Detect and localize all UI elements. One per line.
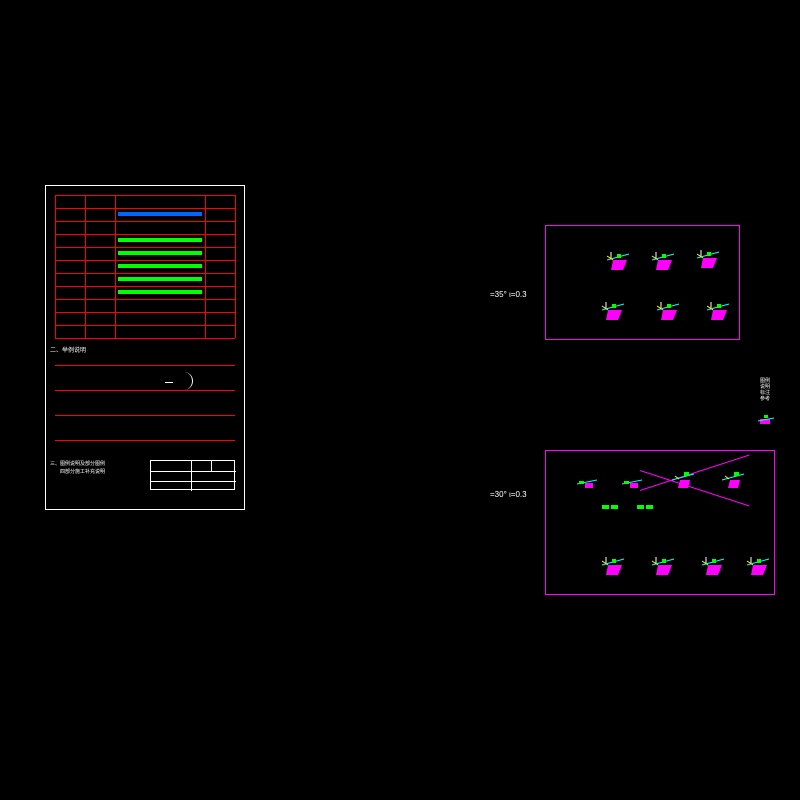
section-symbol [575,475,603,498]
table-row-line [55,338,235,339]
lower-red-line [55,365,235,366]
table-bar [118,264,202,268]
lower-red-line [55,440,235,441]
section-symbol [650,555,680,584]
section-symbol [695,248,725,277]
table-col-line [55,195,56,338]
section-symbol [655,300,685,329]
section-symbol [745,555,775,584]
lower-red-line [55,390,235,391]
table-col-line [115,195,116,338]
legend-block: 图例 说明 标注 参考 [760,378,770,402]
mini-symbol [758,413,776,432]
table-row-line [55,312,235,313]
table-col-line [235,195,236,338]
table-col-line [85,195,86,338]
section-symbol [700,555,730,584]
arc-symbol [175,372,193,390]
section-symbol [600,555,630,584]
arc-tick [165,382,173,383]
table-bar [118,212,202,216]
table-bar [118,277,202,281]
table-row-line [55,299,235,300]
table-row-line [55,325,235,326]
panel-bot-label: =30° ι=0.3 [490,490,527,499]
section-symbol [605,250,635,279]
table-row-line [55,221,235,222]
table-row-line [55,208,235,209]
table-row-line [55,286,235,287]
title-block [150,460,235,490]
table-row-line [55,260,235,261]
table-bar [118,290,202,294]
section-symbol [600,300,630,329]
section-symbol [670,470,700,497]
section-symbol [705,300,735,329]
table-row-line [55,247,235,248]
note-label-2: 三、图例说明及部分图例 [50,460,105,467]
section-symbol [600,500,620,518]
panel-top-label: =35° ι=0.3 [490,290,527,299]
section-symbol [650,250,680,279]
table-row-line [55,234,235,235]
table-row-line [55,195,235,196]
lower-red-line [55,415,235,416]
section-symbol [620,475,648,498]
table-bar [118,238,202,242]
note-label-1: 二、举例说明 [50,345,86,354]
table-row-line [55,273,235,274]
table-col-line [205,195,206,338]
note-label-3: 四部分施工补充说明 [60,468,105,475]
section-symbol [720,470,750,497]
section-symbol [635,500,655,518]
table-bar [118,251,202,255]
